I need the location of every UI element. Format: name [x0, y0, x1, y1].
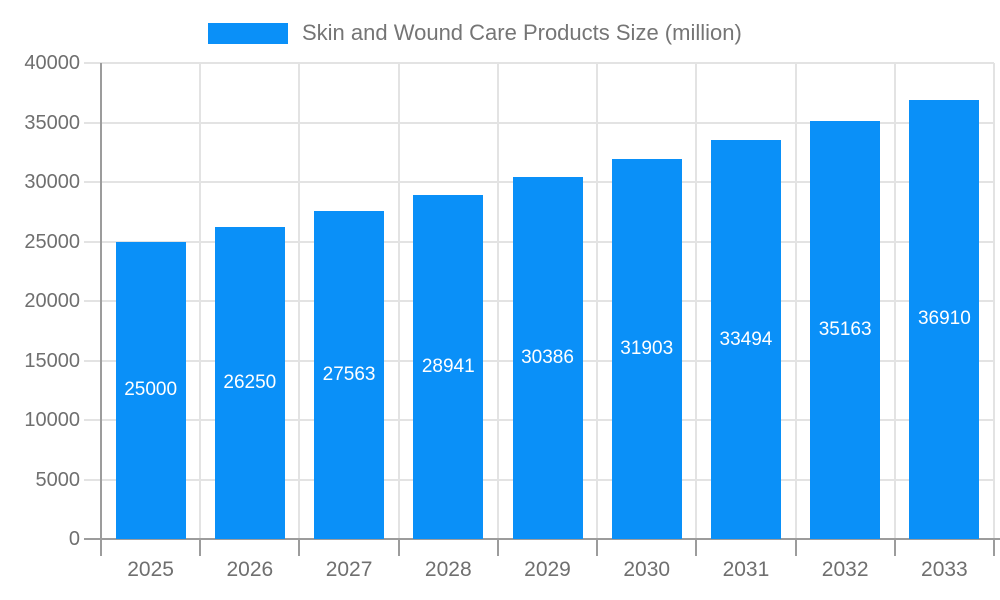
- bar-2030[interactable]: [611, 159, 682, 539]
- gridline-vertical: [993, 63, 995, 539]
- y-axis-label: 10000: [24, 409, 80, 431]
- gridline-vertical: [496, 63, 499, 539]
- x-axis-label: 2025: [127, 558, 174, 581]
- gridline-vertical: [893, 63, 896, 539]
- gridline-vertical: [695, 63, 698, 539]
- y-axis-label: 5000: [35, 468, 81, 491]
- x-axis-tick: [695, 539, 698, 556]
- y-axis-label: 25000: [24, 230, 80, 253]
- chart-legend[interactable]: Skin and Wound Care Products Size (milli…: [208, 20, 742, 46]
- y-axis-label: 30000: [24, 171, 80, 193]
- y-axis-label: 35000: [24, 111, 80, 134]
- y-axis-label: 20000: [24, 290, 80, 312]
- y-axis-line: [100, 63, 102, 539]
- bar-2031[interactable]: [710, 140, 781, 539]
- gridline-vertical: [199, 63, 202, 539]
- x-axis-label: 2027: [325, 558, 373, 581]
- x-axis-line: [84, 538, 1000, 540]
- x-axis-tick: [993, 539, 995, 556]
- bar-2027[interactable]: [314, 211, 385, 539]
- y-axis-label: 15000: [24, 349, 80, 372]
- x-axis-label: 2031: [722, 558, 770, 581]
- x-axis-label: 2029: [524, 558, 571, 581]
- x-axis-tick: [794, 539, 797, 556]
- x-axis-label: 2032: [821, 558, 869, 581]
- x-axis-label: 2033: [921, 558, 968, 581]
- x-axis-tick: [199, 539, 202, 556]
- x-axis-label: 2026: [226, 558, 274, 581]
- y-axis-label: 40000: [24, 52, 80, 74]
- bar-2025[interactable]: [115, 241, 186, 539]
- x-axis-label: 2028: [424, 558, 472, 581]
- x-axis-tick: [496, 539, 499, 556]
- gridline-horizontal: [84, 62, 994, 64]
- gridline-vertical: [397, 63, 400, 539]
- x-axis-tick: [298, 539, 301, 556]
- x-axis-tick: [596, 539, 599, 556]
- x-axis-tick: [397, 539, 400, 556]
- x-axis-tick: [100, 539, 102, 556]
- y-axis-label: 0: [68, 528, 80, 550]
- gridline-vertical: [596, 63, 599, 539]
- gridline-vertical: [794, 63, 797, 539]
- legend-swatch: [208, 22, 288, 44]
- bar-2026[interactable]: [214, 226, 285, 539]
- bar-2028[interactable]: [413, 194, 484, 539]
- legend-label: Skin and Wound Care Products Size (milli…: [302, 20, 742, 45]
- bar-2032[interactable]: [810, 120, 881, 539]
- x-axis-label: 2030: [623, 558, 671, 581]
- gridline-vertical: [298, 63, 301, 539]
- x-axis-tick: [893, 539, 896, 556]
- bar-2029[interactable]: [512, 177, 583, 539]
- bar-2033[interactable]: [909, 99, 980, 539]
